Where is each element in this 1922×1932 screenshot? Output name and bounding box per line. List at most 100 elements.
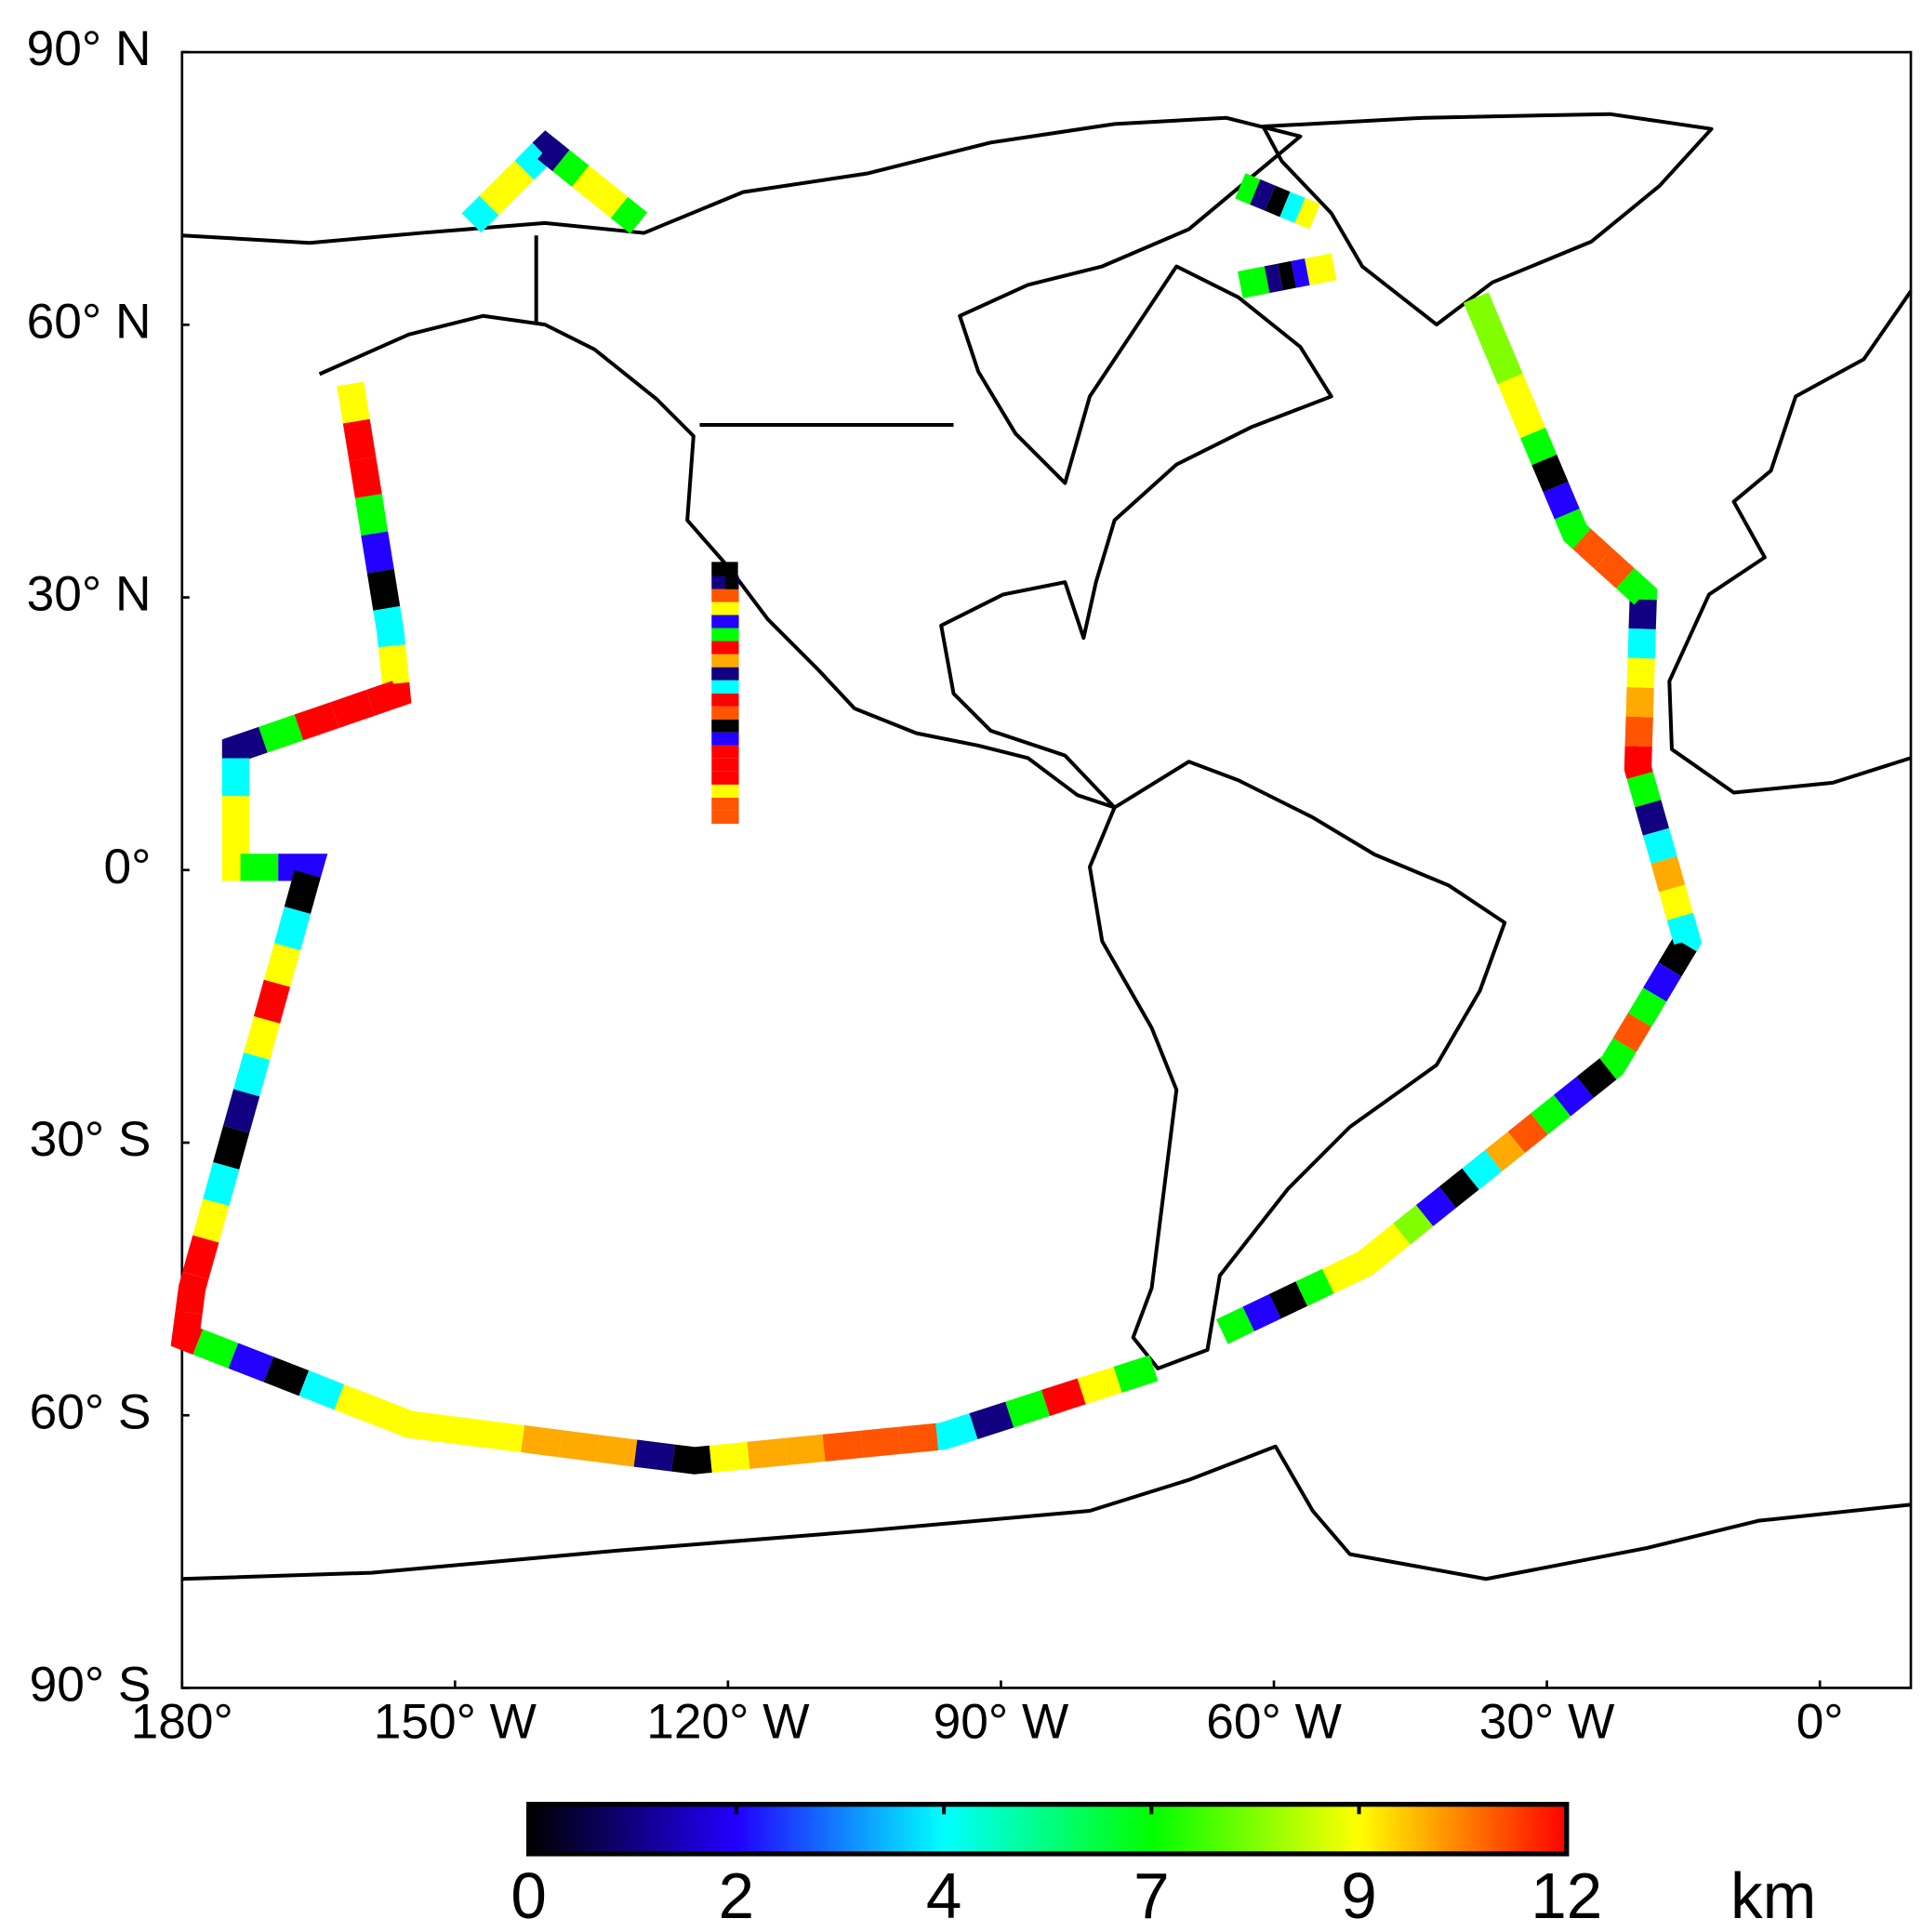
- track-segment: [1077, 1367, 1122, 1405]
- track-segment: [1305, 256, 1324, 285]
- track-segment: [709, 1441, 750, 1473]
- track-segment: [349, 457, 382, 498]
- track-segment: [192, 1198, 230, 1243]
- track-segment: [1627, 987, 1667, 1027]
- track-segment: [203, 1162, 240, 1207]
- track-segment: [822, 1430, 864, 1462]
- track-segment: [1658, 937, 1697, 977]
- track-segment: [334, 1383, 380, 1424]
- track-segment: [552, 150, 590, 187]
- track-segment: [596, 1435, 638, 1467]
- track-segment: [633, 1439, 675, 1472]
- track-segment: [1215, 1306, 1255, 1344]
- track-segment: [1624, 746, 1653, 779]
- track-segment: [1393, 1205, 1434, 1245]
- track-segment: [1438, 1168, 1479, 1209]
- colorbar-tick-label: 7: [1133, 1859, 1170, 1932]
- map-frame: [180, 50, 1913, 1689]
- track-segment: [273, 906, 311, 951]
- track-segment: [1599, 1038, 1637, 1080]
- flight-tracks: [170, 130, 1703, 1475]
- track-segment: [1268, 1281, 1308, 1319]
- track-segment: [1415, 1186, 1456, 1226]
- track-segment: [1348, 1241, 1388, 1281]
- track-segment: [1520, 427, 1557, 466]
- track-segment: [228, 1343, 274, 1383]
- track-segment: [182, 1235, 219, 1279]
- track-segment: [969, 1401, 1014, 1439]
- track-segment: [1543, 482, 1580, 520]
- track-segment: [221, 726, 268, 762]
- track-segment: [1321, 1256, 1361, 1294]
- track-segment: [1635, 800, 1670, 836]
- track-segment: [897, 1423, 939, 1454]
- track-segment: [298, 1370, 345, 1410]
- track-segment: [1554, 509, 1591, 549]
- track-segment: [373, 606, 405, 648]
- track-segment: [1553, 1076, 1594, 1117]
- colorbar: [526, 1801, 1570, 1857]
- europe-africa: [1667, 290, 1913, 795]
- track-segment: [1235, 173, 1261, 205]
- track-segment: [1238, 269, 1257, 298]
- y-tick-label: 90° S: [30, 1658, 152, 1713]
- antarctica: [181, 1444, 1912, 1581]
- track-segment: [1242, 1293, 1281, 1331]
- track-segment: [1486, 346, 1523, 384]
- track-segment: [1113, 1355, 1159, 1393]
- track-segment: [1294, 197, 1320, 230]
- track-segment: [263, 943, 301, 987]
- track-segment: [860, 1426, 901, 1458]
- track-segment: [532, 130, 570, 172]
- track-segment: [233, 1052, 271, 1097]
- x-tick-label: 180°: [131, 1694, 233, 1749]
- y-tick-label: 30° N: [27, 567, 152, 622]
- track-segment: [407, 1410, 450, 1443]
- track-segment: [461, 195, 499, 233]
- track-segment: [1265, 185, 1291, 218]
- track-segment: [1627, 628, 1656, 659]
- colorbar-tick-label: 0: [510, 1859, 547, 1932]
- track-segment: [785, 1434, 826, 1465]
- track-segment: [1005, 1390, 1050, 1428]
- track-segment: [1642, 827, 1677, 865]
- track-segment: [1250, 179, 1276, 211]
- track-segment: [747, 1437, 789, 1469]
- track-segment: [369, 1397, 415, 1438]
- track-segment: [935, 1413, 978, 1450]
- track-segment: [1666, 912, 1703, 952]
- track-segment: [361, 531, 394, 574]
- track-segment: [1643, 962, 1682, 1002]
- track-segment: [1572, 528, 1613, 569]
- track-segment: [1318, 253, 1337, 283]
- track-segment: [1485, 1131, 1525, 1171]
- track-segment: [294, 702, 339, 741]
- track-segment: [284, 869, 321, 914]
- track-segment: [337, 381, 370, 424]
- track-segment: [1278, 260, 1297, 291]
- track-segment: [1463, 292, 1501, 330]
- track-segment: [1628, 599, 1657, 629]
- track-segment: [572, 165, 609, 203]
- track-segment: [1626, 657, 1655, 688]
- track-segment: [342, 418, 377, 461]
- track-segment: [521, 1424, 563, 1458]
- y-tick-label: 60° S: [30, 1384, 152, 1439]
- track-segment: [479, 178, 517, 216]
- track-segment: [213, 1125, 250, 1170]
- track-segment: [590, 180, 629, 218]
- colorbar-tick-label: 4: [926, 1859, 962, 1932]
- x-tick-label: 120° W: [646, 1694, 810, 1749]
- track-segment: [366, 568, 401, 611]
- y-tick-label: 30° S: [30, 1112, 152, 1167]
- track-segment: [354, 494, 389, 536]
- track-segment: [1612, 1012, 1652, 1052]
- greenland: [1261, 112, 1714, 327]
- americas: [181, 115, 1507, 1370]
- track-segment: [483, 1420, 524, 1453]
- track-segment: [670, 1444, 712, 1475]
- track-segment: [1370, 1223, 1411, 1264]
- y-tick-label: 60° N: [27, 294, 152, 349]
- colorbar-tick-label: 2: [719, 1859, 755, 1932]
- x-tick-label: 30° W: [1479, 1694, 1615, 1749]
